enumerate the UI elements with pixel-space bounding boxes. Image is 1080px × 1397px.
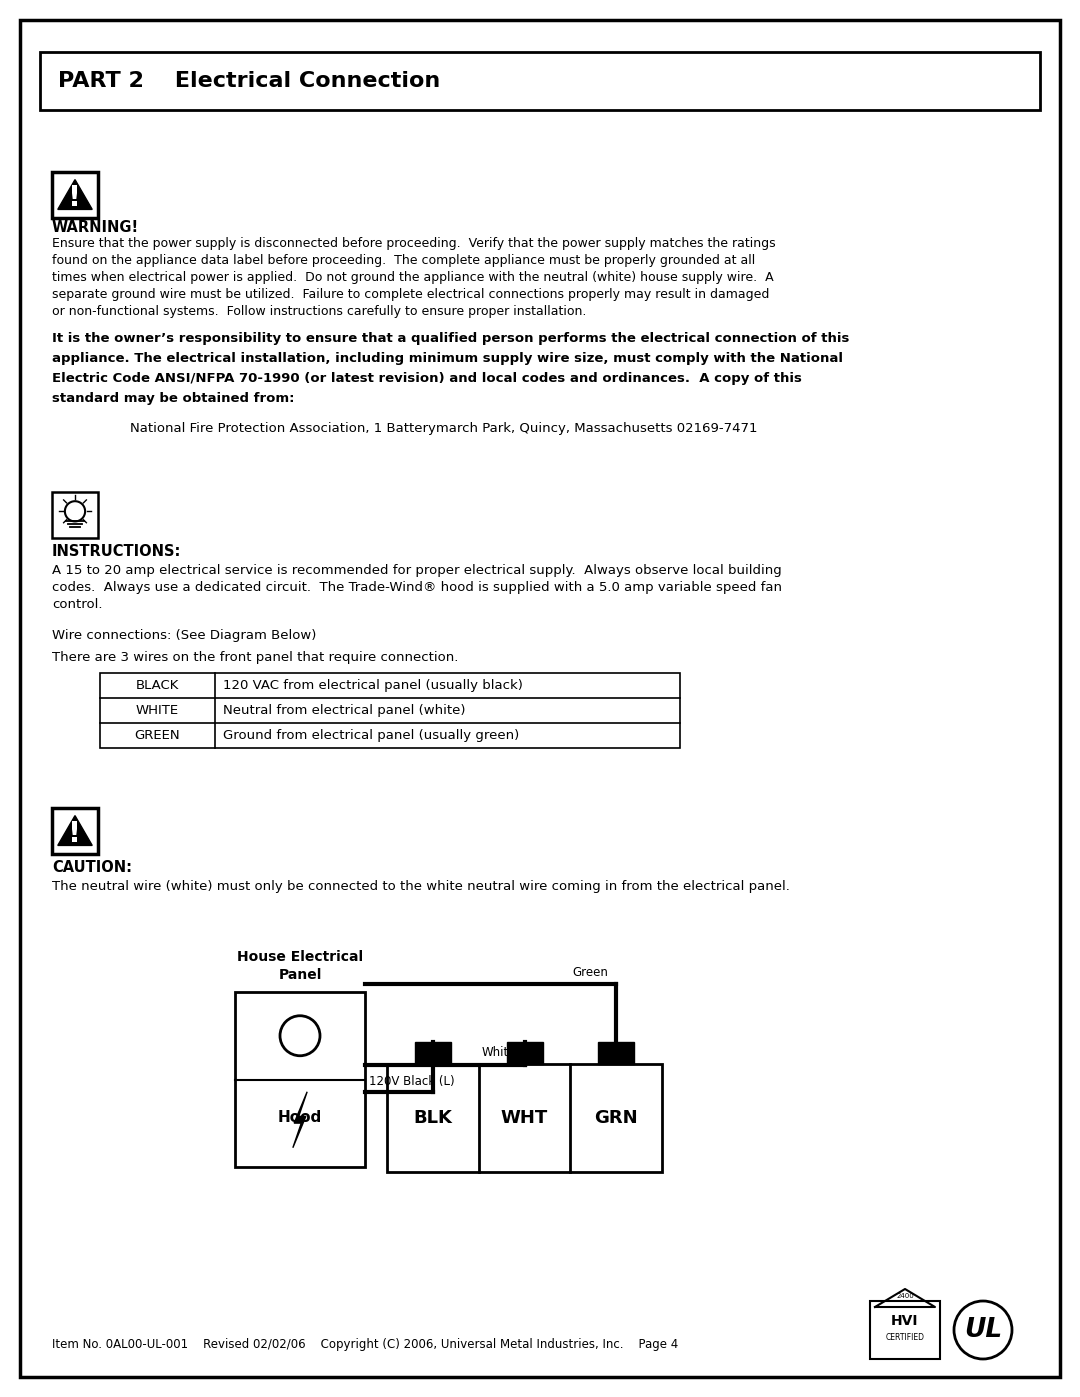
Text: The neutral wire (white) must only be connected to the white neutral wire coming: The neutral wire (white) must only be co… [52,880,789,893]
Bar [52,807,98,854]
Text: BLACK: BLACK [136,679,179,692]
Text: Green: Green [572,965,608,979]
Text: Electric Code ANSI/NFPA 70-1990 (or latest revision) and local codes and ordinan: Electric Code ANSI/NFPA 70-1990 (or late… [52,372,801,386]
Text: separate ground wire must be utilized.  Failure to complete electrical connectio: separate ground wire must be utilized. F… [52,288,769,300]
Bar [52,492,98,538]
Bar [387,1065,662,1172]
Text: A 15 to 20 amp electrical service is recommended for proper electrical supply.  : A 15 to 20 amp electrical service is rec… [52,564,782,577]
Text: Hood: Hood [278,1111,322,1126]
Text: standard may be obtained from:: standard may be obtained from: [52,393,295,405]
Text: PART 2    Electrical Connection: PART 2 Electrical Connection [58,71,441,91]
Polygon shape [57,180,92,210]
Bar [235,992,365,1166]
Text: codes.  Always use a dedicated circuit.  The Trade-Wind® hood is supplied with a: codes. Always use a dedicated circuit. T… [52,581,782,594]
Text: 120 VAC from electrical panel (usually black): 120 VAC from electrical panel (usually b… [222,679,523,692]
Text: UL: UL [964,1317,1002,1343]
Text: 120V Black (L): 120V Black (L) [369,1074,455,1087]
Text: Neutral from electrical panel (white): Neutral from electrical panel (white) [222,704,465,717]
Text: WARNING!: WARNING! [52,219,139,235]
Text: WHITE: WHITE [136,704,179,717]
Text: BLK: BLK [414,1109,453,1127]
Bar [598,1042,634,1065]
Text: HVI: HVI [891,1315,919,1329]
Text: It is the owner’s responsibility to ensure that a qualified person performs the : It is the owner’s responsibility to ensu… [52,332,849,345]
Text: There are 3 wires on the front panel that require connection.: There are 3 wires on the front panel tha… [52,651,458,664]
Text: Item No. 0AL00-UL-001    Revised 02/02/06    Copyright (C) 2006, Universal Metal: Item No. 0AL00-UL-001 Revised 02/02/06 C… [52,1338,678,1351]
Text: INSTRUCTIONS:: INSTRUCTIONS: [52,543,181,559]
Text: found on the appliance data label before proceeding.  The complete appliance mus: found on the appliance data label before… [52,254,755,267]
Text: CAUTION:: CAUTION: [52,861,132,875]
Polygon shape [57,816,92,845]
Text: White: White [482,1046,516,1059]
Bar [52,172,98,218]
Polygon shape [293,1091,307,1148]
Bar [100,673,680,747]
Text: appliance. The electrical installation, including minimum supply wire size, must: appliance. The electrical installation, … [52,352,843,365]
Text: GREEN: GREEN [135,729,180,742]
Text: or non-functional systems.  Follow instructions carefully to ensure proper insta: or non-functional systems. Follow instru… [52,305,586,319]
Text: WHT: WHT [501,1109,549,1127]
Bar [40,52,1040,110]
Text: House Electrical: House Electrical [237,950,363,964]
Text: GRN: GRN [594,1109,638,1127]
Text: Panel: Panel [279,968,322,982]
Text: 2400: 2400 [896,1294,914,1299]
Bar [415,1042,450,1065]
Text: CERTIFIED: CERTIFIED [886,1333,924,1341]
Text: !: ! [68,820,81,848]
Bar [507,1042,542,1065]
Text: !: ! [68,183,81,211]
Text: control.: control. [52,598,103,610]
Text: Ground from electrical panel (usually green): Ground from electrical panel (usually gr… [222,729,519,742]
Text: Ensure that the power supply is disconnected before proceeding.  Verify that the: Ensure that the power supply is disconne… [52,237,775,250]
Bar [870,1301,940,1359]
Text: Wire connections: (See Diagram Below): Wire connections: (See Diagram Below) [52,629,316,643]
Text: National Fire Protection Association, 1 Batterymarch Park, Quincy, Massachusetts: National Fire Protection Association, 1 … [130,422,757,434]
Text: times when electrical power is applied.  Do not ground the appliance with the ne: times when electrical power is applied. … [52,271,773,284]
